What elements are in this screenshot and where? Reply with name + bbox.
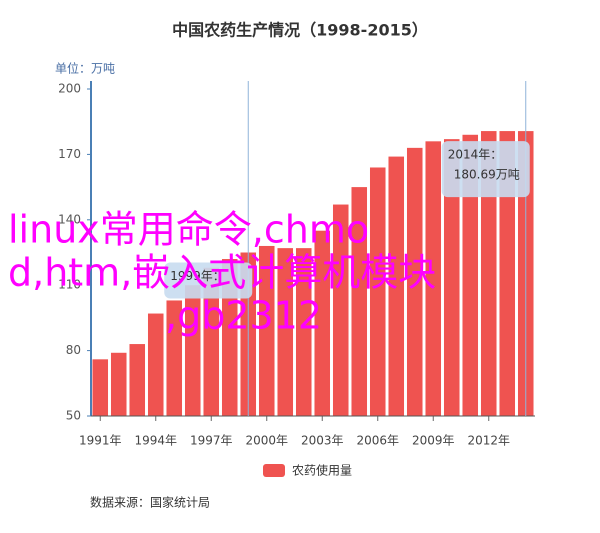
source: 数据来源：国家统计局 [90, 495, 210, 510]
bar [480, 131, 497, 416]
x-tick-label: 2003年 [301, 434, 344, 448]
bar [351, 187, 368, 416]
bar [314, 230, 331, 416]
overlay-text: d,htm,嵌入式计算机模块 [8, 251, 436, 295]
y-tick-label: 140 [58, 212, 81, 226]
bar [295, 248, 312, 416]
bar [258, 245, 275, 416]
tooltip-text: 1999年： [170, 269, 225, 283]
bar [147, 313, 164, 416]
overlay-text: linux常用命令,chmo [8, 208, 369, 252]
bar [166, 300, 183, 416]
bar [406, 147, 423, 417]
y-tick-label: 170 [58, 147, 81, 161]
bar [499, 131, 516, 416]
bar [462, 134, 479, 416]
legend-label: 农药使用量 [292, 463, 352, 478]
bar [110, 352, 127, 416]
x-tick-label: 1997年 [190, 434, 233, 448]
bar [277, 248, 294, 416]
bar [92, 359, 109, 416]
overlay-text: ,gb2312 [165, 294, 322, 338]
legend-swatch [263, 464, 285, 477]
bar [184, 285, 201, 416]
bar [129, 344, 146, 416]
y-tick-label: 50 [66, 409, 81, 423]
y-unit: 单位：万吨 [55, 61, 115, 76]
chart-title: 中国农药生产情况（1998-2015） [172, 21, 428, 40]
x-tick-label: 2006年 [356, 434, 399, 448]
bar [425, 141, 442, 416]
y-tick-label: 110 [58, 278, 81, 292]
x-tick-label: 1994年 [134, 434, 177, 448]
tooltip-box [164, 262, 253, 299]
x-tick-label: 2009年 [412, 434, 455, 448]
bar [388, 156, 405, 416]
bar [443, 139, 460, 416]
y-tick-label: 200 [58, 82, 81, 96]
bar [203, 267, 220, 416]
bar [332, 204, 349, 416]
tooltip-text: 180.69万吨 [454, 168, 520, 182]
y-tick-label: 80 [66, 343, 81, 357]
bar [369, 167, 386, 416]
x-tick-label: 2000年 [245, 434, 288, 448]
x-tick-label: 2012年 [467, 434, 510, 448]
tooltip-text: 2014年： [448, 148, 503, 162]
tooltip-box [441, 141, 530, 198]
x-tick-label: 1991年 [79, 434, 122, 448]
